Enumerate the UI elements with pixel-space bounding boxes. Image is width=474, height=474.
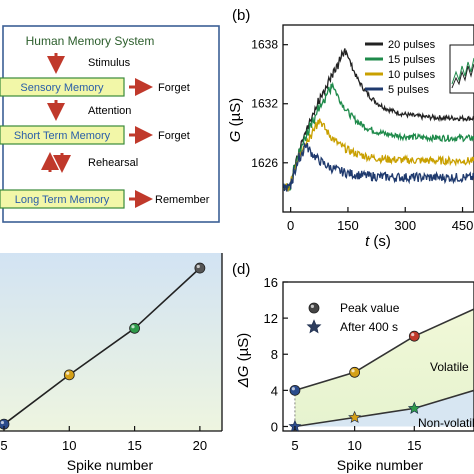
box-short-term-memory [0,125,125,145]
d-peak-point [289,384,301,396]
outcome-forget-1: Forget [158,82,190,94]
legend-label: 20 pulses [388,39,436,51]
c-x-tick-label: 15 [127,438,141,453]
legend-label: 15 pulses [388,54,436,66]
region-label-non-volatile: Non-volatile [418,416,474,430]
panel-d: (d) 0 4 8 12 16 5 10 15 ΔG (µS) Peak value After … [232,261,474,473]
c-x-tick-label: 20 [193,438,207,453]
panel-b-curves [283,48,474,193]
step-attention: Attention [88,105,131,117]
d-legend-peak-label: Peak value [340,301,400,315]
b-ylabel: G (µS) [227,98,244,142]
b-y-tick-label: 1626 [251,156,278,170]
d-after-line [294,389,474,428]
panel-c-plot-background [0,253,222,431]
region-label-volatile: Volatile [430,360,469,374]
panel-c-marks: 5 10 15 20 [0,262,207,453]
legend-label: 5 pulses [388,84,429,96]
region-non-volatile [294,390,474,427]
step-rehearsal: Rehearsal [88,157,138,169]
d-x-tick-label: 10 [347,438,361,453]
b-y-tick-label: 1638 [251,38,278,52]
c-x-tick-label: 5 [0,438,7,453]
inset-trace-black [451,63,474,89]
c-data-point [194,262,206,274]
panel-d-legend: Peak value After 400 s [306,301,400,334]
b-xlabel: t (s) [365,233,391,250]
d-peak-point [349,366,361,378]
d-y-tick-label: 16 [264,275,278,290]
panel-b-label: (b) [232,7,250,24]
panel-c-xlabel: Spike number [67,457,154,473]
region-volatile [294,309,474,427]
d-y-tick-label: 8 [271,347,278,362]
d-after-point [407,401,421,414]
series-line-10-pulses [283,118,474,192]
d-y-tick-label: 4 [271,383,278,398]
d-x-tick-label: 5 [291,438,298,453]
step-stimulus: Stimulus [88,57,131,69]
panel-d-regions [294,309,474,427]
b-x-tick-label: 450 [452,218,474,233]
box-short-term-memory-label: Short Term Memory [14,130,111,142]
c-x-tick-label: 10 [62,438,76,453]
panel-a-title: Human Memory System [26,34,155,48]
panel-a-frame [2,25,220,223]
panel-b: (b) 0 150 300 450 1626 1632 1638 t (s) G (µS) 20… [227,7,474,250]
c-data-point [129,322,140,334]
d-y-tick-label: 0 [271,419,278,434]
b-x-tick-label: 300 [394,218,416,233]
series-line-20-pulses [283,48,474,193]
series-line-5-pulses [283,141,474,192]
d-y-tick-label: 12 [264,311,278,326]
d-legend-after-label: After 400 s [340,320,398,334]
d-peak-point [408,330,420,342]
box-long-term-memory [0,189,125,209]
box-sensory-memory [0,77,125,97]
panel-a: Human Memory System Stimulus Sensory Mem… [0,25,220,223]
series-line-15-pulses [283,81,474,192]
panel-b-legend: 20 pulses 15 pulses 10 pulses 5 pulses [365,39,436,96]
panel-d-axes: 0 4 8 12 16 5 10 15 ΔG (µS) [235,275,422,453]
outcome-remember: Remember [155,194,210,206]
box-sensory-memory-label: Sensory Memory [20,82,104,94]
outcome-forget-2: Forget [158,130,190,142]
panel-d-xlabel: Spike number [337,457,424,473]
b-x-tick-label: 0 [287,218,294,233]
panel-d-label: (d) [232,261,250,278]
panel-c: 5 10 15 20 Spike number [0,253,223,473]
d-x-tick-label: 15 [407,438,421,453]
d-peak-line [294,308,474,392]
inset-trace-green [451,57,474,85]
d-legend-after-marker [306,319,322,334]
b-x-tick-label: 150 [337,218,359,233]
d-after-point [348,410,362,423]
panel-d-marks [288,308,474,432]
box-long-term-memory-label: Long Term Memory [15,194,110,206]
panel-b-axes: 0 150 300 450 1626 1632 1638 t (s) G (µS) [227,38,473,250]
d-ylabel: ΔG (µS) [235,333,252,389]
b-y-tick-label: 1632 [251,97,278,111]
d-legend-peak-marker [308,302,320,314]
panel-d-plot-area [282,281,474,432]
c-series-line [3,267,201,425]
legend-label: 10 pulses [388,69,436,81]
c-data-point [63,369,75,381]
